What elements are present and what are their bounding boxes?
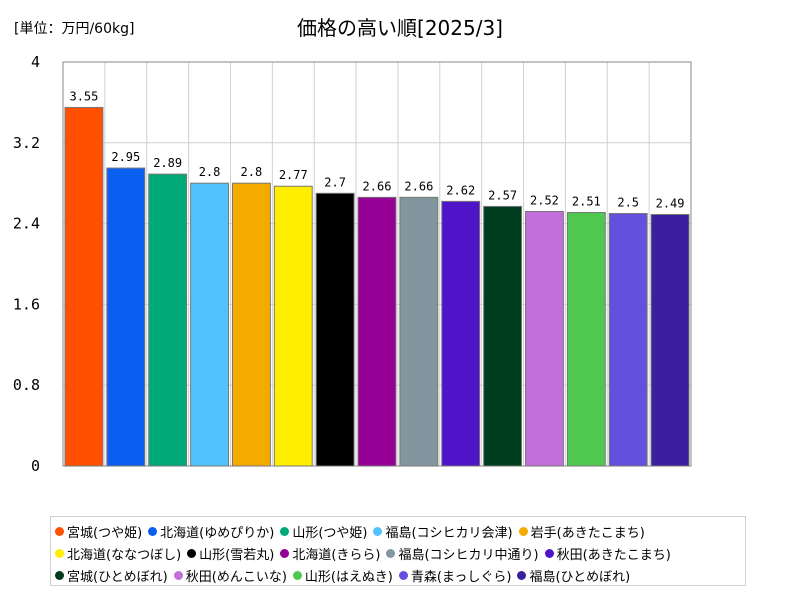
data-label: 2.66	[404, 179, 433, 193]
bar	[64, 106, 104, 467]
bar	[399, 196, 439, 467]
legend-swatch	[398, 570, 408, 580]
bar	[483, 205, 523, 467]
unit-label: [単位：万円/60kg]	[14, 21, 135, 37]
legend-swatch	[148, 526, 158, 536]
bar	[106, 167, 146, 467]
data-label: 3.55	[69, 89, 98, 103]
y-tick-label: 1.6	[13, 295, 40, 313]
y-axis-ticks: 0 0.8 1.6 2.4 3.2 4	[13, 53, 40, 475]
legend-swatch	[518, 526, 528, 536]
data-label: 2.77	[279, 168, 308, 182]
legend-swatch	[55, 526, 64, 536]
legend-item: 宮城(ひとめぼれ)	[55, 565, 168, 585]
legend-label: 福島(コシヒカリ会津)	[385, 525, 513, 541]
legend-item: 秋田(あきたこまち)	[544, 543, 671, 563]
legend-item: 北海道(きらら)	[280, 543, 380, 563]
legend-swatch	[55, 570, 64, 580]
legend-item: 山形(はえぬき)	[292, 565, 393, 585]
legend-item: 山形(雪若丸)	[187, 543, 274, 563]
legend-swatch	[280, 548, 290, 558]
legend-item: 秋田(めんこいな)	[173, 565, 287, 585]
legend-item: 北海道(ななつぼし)	[55, 543, 181, 563]
bar	[231, 182, 271, 467]
data-label: 2.52	[530, 193, 559, 207]
chart-title: 価格の高い順[2025/3]	[297, 16, 503, 40]
data-label: 2.5	[617, 196, 639, 210]
legend-item: 青森(まっしぐら)	[398, 565, 512, 585]
legend-swatch	[292, 570, 302, 580]
legend-label: 宮城(ひとめぼれ)	[67, 569, 168, 585]
data-label: 2.7	[324, 175, 346, 189]
legend-label: 秋田(めんこいな)	[185, 569, 287, 585]
legend-label: 福島(コシヒカリ中通り)	[398, 547, 539, 563]
y-tick-label: 4	[31, 53, 40, 71]
legend-item: 山形(つや姫)	[280, 521, 367, 541]
legend-label: 北海道(ゆめぴりか)	[160, 525, 275, 541]
data-label: 2.8	[241, 165, 263, 179]
legend-label: 福島(ひとめぼれ)	[529, 569, 631, 585]
bar	[273, 185, 313, 467]
y-tick-label: 3.2	[13, 134, 40, 152]
bar	[190, 182, 229, 467]
legend-label: 秋田(あきたこまち)	[556, 547, 671, 563]
legend-swatch	[187, 548, 197, 558]
legend-label: 山形(はえぬき)	[304, 569, 393, 585]
bar	[441, 200, 481, 467]
data-label: 2.62	[446, 183, 475, 197]
bar-chart: 3.55 2.95 2.89 2.8 2.8 2.77 2.7 2.66 2.66 2.62 2.5…	[13, 53, 692, 475]
legend-swatch	[173, 570, 183, 580]
legend-label: 青森(まっしぐら)	[410, 569, 512, 585]
legend-label: 北海道(きらら)	[292, 547, 381, 563]
data-label: 2.66	[363, 179, 392, 193]
bars	[64, 106, 690, 467]
data-labels: 3.55 2.95 2.89 2.8 2.8 2.77 2.7 2.66 2.66 2.62 2.5…	[69, 89, 684, 210]
y-tick-label: 2.4	[13, 215, 40, 233]
legend-swatch	[280, 526, 290, 536]
legend-swatch	[544, 548, 554, 558]
legend-label: 北海道(ななつぼし)	[67, 547, 182, 563]
legend-item: 福島(コシヒカリ会津)	[373, 521, 513, 541]
bar	[315, 192, 355, 467]
bar	[357, 196, 397, 467]
legend: 宮城(つや姫) 北海道(ゆめぴりか) 山形(つや姫) 福島(コシヒカリ会津) 岩手(あき…	[50, 516, 746, 586]
data-label: 2.49	[656, 197, 685, 211]
legend-label: 宮城(つや姫)	[67, 525, 143, 541]
legend-swatch	[373, 526, 383, 536]
bar	[148, 173, 188, 467]
data-label: 2.51	[572, 194, 601, 208]
legend-item: 岩手(あきたこまち)	[518, 521, 645, 541]
data-label: 2.95	[111, 150, 140, 164]
data-label: 2.57	[488, 188, 517, 202]
legend-label: 山形(雪若丸)	[199, 547, 275, 563]
legend-label: 山形(つや姫)	[292, 525, 368, 541]
bar	[608, 213, 648, 467]
y-tick-label: 0.8	[13, 376, 40, 394]
data-label: 2.89	[153, 156, 182, 170]
legend-item: 福島(コシヒカリ中通り)	[386, 543, 539, 563]
legend-label: 岩手(あきたこまち)	[530, 525, 645, 541]
bar	[650, 214, 690, 467]
legend-item: 福島(ひとめぼれ)	[517, 565, 630, 585]
legend-item: 北海道(ゆめぴりか)	[148, 521, 274, 541]
legend-swatch	[517, 570, 527, 580]
data-label: 2.8	[199, 165, 221, 179]
bar	[566, 211, 606, 467]
legend-swatch	[55, 548, 64, 558]
legend-swatch	[386, 548, 396, 558]
bar	[525, 210, 564, 467]
y-tick-label: 0	[31, 457, 40, 475]
legend-item: 宮城(つや姫)	[55, 521, 142, 541]
